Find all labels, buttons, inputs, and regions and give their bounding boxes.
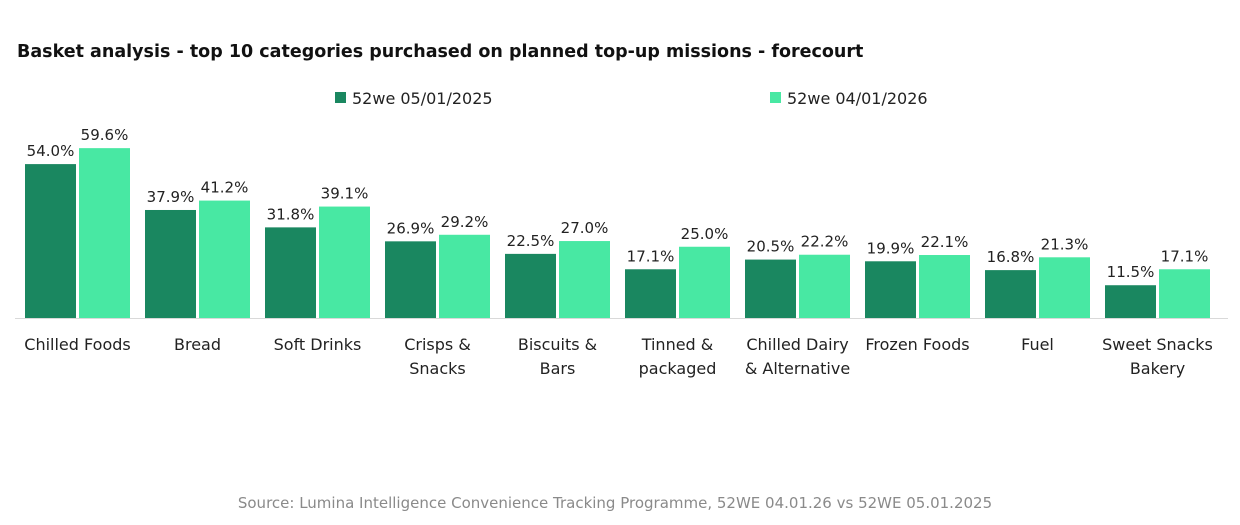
data-label-1-7: 20.5% xyxy=(747,238,795,256)
data-label-1-6: 17.1% xyxy=(627,247,675,265)
bar-1-6 xyxy=(625,269,676,318)
category-label-1: Chilled Foods xyxy=(24,335,130,354)
legend-swatch-2 xyxy=(770,92,781,103)
data-label-2-6: 25.0% xyxy=(681,225,729,243)
data-label-1-4: 26.9% xyxy=(387,219,435,237)
bar-2-4 xyxy=(439,234,490,318)
bar-1-10 xyxy=(1105,285,1156,318)
bar-1-4 xyxy=(385,241,436,318)
data-label-2-4: 29.2% xyxy=(441,213,489,231)
bar-1-5 xyxy=(505,253,556,318)
source-note: Source: Lumina Intelligence Convenience … xyxy=(238,494,992,512)
bar-2-10 xyxy=(1159,269,1210,318)
data-label-1-5: 22.5% xyxy=(507,232,555,250)
category-label-7: Chilled Dairy xyxy=(746,335,848,354)
bar-1-8 xyxy=(865,261,916,318)
bar-2-8 xyxy=(919,255,970,318)
data-label-2-1: 59.6% xyxy=(81,126,129,144)
category-labels: Chilled Foods Bread Soft Drinks Crisps & Sna… xyxy=(24,335,1213,378)
bar-1-7 xyxy=(745,259,796,318)
data-label-2-3: 39.1% xyxy=(321,185,369,203)
category-label-2: Bread xyxy=(174,335,221,354)
category-label-4: Crisps & xyxy=(404,335,471,354)
data-label-1-9: 16.8% xyxy=(987,248,1035,266)
data-label-2-7: 22.2% xyxy=(801,233,849,251)
data-label-1-3: 31.8% xyxy=(267,205,315,223)
bar-1-1 xyxy=(25,164,76,318)
data-label-2-8: 22.1% xyxy=(921,233,969,251)
data-label-2-10: 17.1% xyxy=(1161,247,1209,265)
data-label-1-1: 54.0% xyxy=(27,142,75,160)
bar-1-3 xyxy=(265,227,316,318)
legend-swatch-1 xyxy=(335,92,346,103)
category-label-5: Bars xyxy=(540,359,576,378)
bar-2-9 xyxy=(1039,257,1090,318)
bar-2-2 xyxy=(199,200,250,318)
category-label-5: Biscuits & xyxy=(518,335,597,354)
legend: 52we 05/01/2025 52we 04/01/2026 xyxy=(335,89,928,108)
legend-label-2: 52we 04/01/2026 xyxy=(787,89,928,108)
bar-2-3 xyxy=(319,206,370,318)
data-label-1-8: 19.9% xyxy=(867,239,915,257)
data-label-2-5: 27.0% xyxy=(561,219,609,237)
category-label-3: Soft Drinks xyxy=(274,335,362,354)
bars: 54.0% 59.6% 37.9% 41.2% 31.8% 39.1% 26.9% 29.2%… xyxy=(25,126,1210,318)
category-label-8: Frozen Foods xyxy=(865,335,969,354)
category-label-4: Snacks xyxy=(409,359,466,378)
bar-1-9 xyxy=(985,270,1036,318)
category-label-7: & Alternative xyxy=(745,359,850,378)
bar-1-2 xyxy=(145,209,196,318)
category-label-9: Fuel xyxy=(1021,335,1054,354)
data-label-1-2: 37.9% xyxy=(147,188,195,206)
data-label-2-9: 21.3% xyxy=(1041,235,1089,253)
data-label-1-10: 11.5% xyxy=(1107,263,1155,281)
bar-2-6 xyxy=(679,246,730,318)
category-label-6: packaged xyxy=(639,359,717,378)
chart-title: Basket analysis - top 10 categories purc… xyxy=(17,42,863,62)
category-label-10: Sweet Snacks xyxy=(1102,335,1213,354)
bar-2-7 xyxy=(799,254,850,318)
data-label-2-2: 41.2% xyxy=(201,179,249,197)
category-label-10: Bakery xyxy=(1130,359,1185,378)
bar-2-5 xyxy=(559,241,610,318)
legend-label-1: 52we 05/01/2025 xyxy=(352,89,493,108)
category-label-6: Tinned & xyxy=(641,335,714,354)
bar-2-1 xyxy=(79,148,130,318)
